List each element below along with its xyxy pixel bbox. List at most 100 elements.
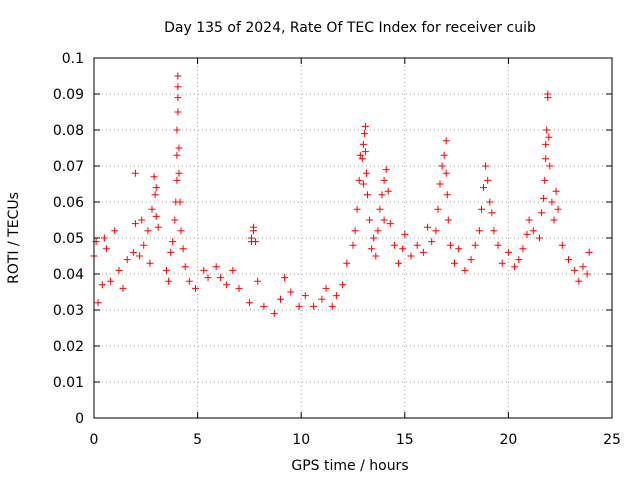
data-point — [498, 259, 506, 267]
data-point — [515, 256, 523, 264]
data-point — [181, 263, 189, 271]
data-point — [432, 227, 440, 235]
data-point — [235, 284, 243, 292]
data-point — [544, 90, 552, 98]
data-point — [542, 155, 550, 163]
data-point — [361, 122, 369, 130]
data-point — [136, 252, 144, 260]
data-point — [146, 259, 154, 267]
data-point — [270, 310, 278, 318]
data-point — [174, 108, 182, 116]
data-point — [523, 230, 531, 238]
data-point — [339, 281, 347, 289]
y-tick-label: 0 — [75, 411, 84, 427]
y-tick-label: 0.04 — [53, 267, 84, 283]
data-point — [363, 169, 370, 177]
data-point — [370, 234, 378, 242]
data-point — [360, 130, 368, 138]
data-point — [540, 194, 548, 202]
data-point — [554, 205, 562, 213]
data-point — [384, 187, 392, 195]
data-point — [179, 245, 187, 253]
data-point — [174, 94, 182, 102]
data-point — [382, 166, 390, 174]
data-point — [541, 176, 549, 184]
data-point — [359, 140, 367, 148]
data-point — [376, 205, 384, 213]
x-tick-label: 25 — [603, 432, 621, 448]
y-tick-label: 0.08 — [53, 123, 84, 139]
data-point — [351, 227, 359, 235]
data-point — [467, 256, 475, 264]
data-point — [378, 191, 386, 199]
data-point — [380, 216, 388, 224]
data-point — [390, 241, 398, 249]
data-point — [353, 205, 361, 213]
data-point — [490, 227, 498, 235]
data-point — [552, 187, 560, 195]
data-point — [374, 227, 382, 235]
data-point — [200, 266, 208, 274]
data-point — [372, 252, 380, 260]
data-point — [480, 184, 487, 192]
data-point — [252, 238, 260, 246]
data-point — [571, 266, 579, 274]
data-point — [177, 227, 185, 235]
data-point — [419, 248, 427, 256]
data-point — [358, 155, 366, 163]
y-tick-label: 0.09 — [53, 87, 84, 103]
data-point — [138, 216, 146, 224]
data-point — [446, 241, 454, 249]
data-point — [366, 216, 374, 224]
data-point — [413, 241, 421, 249]
data-point — [548, 198, 556, 206]
data-point — [277, 295, 284, 303]
data-point — [129, 248, 137, 256]
data-point — [434, 205, 442, 213]
data-point — [361, 148, 369, 156]
data-point — [98, 281, 106, 289]
y-axis-label: ROTI / TECUs — [6, 192, 22, 284]
y-tick-label: 0.01 — [53, 375, 84, 391]
data-point — [455, 245, 463, 253]
grid-lines — [94, 58, 612, 418]
y-tick-label: 0.06 — [53, 195, 84, 211]
data-point — [152, 184, 160, 192]
data-point — [152, 212, 160, 220]
data-point — [167, 248, 175, 256]
data-point — [494, 241, 502, 249]
data-point — [511, 263, 519, 271]
data-point — [529, 227, 537, 235]
x-tick-label: 20 — [499, 432, 517, 448]
data-point — [150, 173, 158, 181]
data-point — [176, 198, 184, 206]
data-point — [438, 162, 446, 170]
data-point — [585, 248, 593, 256]
data-point — [368, 245, 376, 253]
x-tick-labels: 0 5 10 15 20 25 — [90, 432, 621, 448]
data-point — [461, 266, 469, 274]
data-point — [100, 234, 108, 242]
data-point — [575, 277, 583, 285]
data-point — [212, 263, 220, 271]
data-point — [436, 180, 444, 188]
y-tick-label: 0.02 — [53, 339, 84, 355]
data-point — [565, 256, 572, 264]
data-point — [424, 223, 432, 231]
data-point — [579, 263, 587, 271]
data-point — [107, 277, 115, 285]
data-point — [148, 205, 156, 213]
data-point — [250, 227, 257, 235]
data-point — [248, 234, 255, 242]
data-point — [295, 302, 303, 310]
data-point — [165, 277, 173, 285]
data-point — [475, 227, 483, 235]
data-point — [550, 216, 558, 224]
data-point — [525, 216, 533, 224]
data-point — [486, 198, 494, 206]
data-point — [254, 277, 262, 285]
x-tick-label: 15 — [396, 432, 414, 448]
data-point — [440, 151, 448, 159]
